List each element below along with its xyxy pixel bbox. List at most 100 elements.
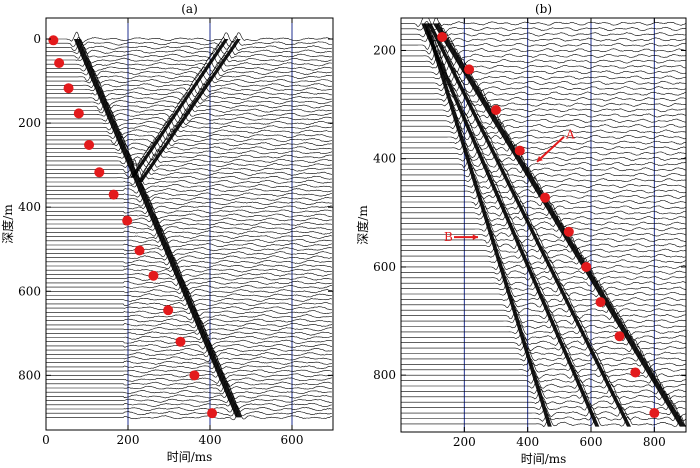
trace bbox=[401, 290, 686, 303]
annotation-arrowhead bbox=[537, 156, 543, 162]
plot-frame bbox=[400, 17, 687, 433]
y-axis-label: 深度/m bbox=[0, 204, 15, 244]
picked-point bbox=[54, 57, 65, 68]
panel-label: (b) bbox=[535, 2, 552, 16]
trace bbox=[401, 167, 686, 179]
trace bbox=[401, 101, 686, 115]
trace bbox=[46, 66, 333, 76]
wave-event-band bbox=[73, 39, 242, 418]
trace bbox=[46, 143, 333, 157]
trace bbox=[46, 383, 332, 395]
trace bbox=[46, 38, 332, 51]
trace bbox=[401, 35, 686, 50]
y-tick-label: 400 bbox=[373, 152, 396, 166]
x-tick-label: 200 bbox=[453, 435, 476, 449]
picked-points bbox=[437, 31, 660, 419]
picked-point bbox=[134, 245, 145, 256]
trace bbox=[46, 115, 332, 127]
trace bbox=[401, 378, 686, 389]
x-tick-label: 400 bbox=[199, 433, 222, 447]
trace bbox=[46, 309, 332, 321]
trace bbox=[401, 345, 686, 357]
trace bbox=[46, 266, 332, 278]
seismic-traces bbox=[401, 18, 686, 428]
y-tick-label: 400 bbox=[18, 200, 41, 214]
picked-point bbox=[84, 139, 95, 150]
trace bbox=[401, 122, 686, 137]
trace bbox=[46, 376, 333, 388]
trace bbox=[46, 128, 332, 140]
x-tick-label: 400 bbox=[516, 435, 539, 449]
picked-point bbox=[148, 270, 159, 281]
trace bbox=[401, 96, 686, 109]
trace bbox=[46, 255, 333, 266]
y-tick-label: 800 bbox=[18, 368, 41, 382]
trace bbox=[46, 60, 332, 73]
picked-point bbox=[563, 226, 574, 237]
trace bbox=[401, 144, 686, 159]
trace bbox=[401, 39, 686, 55]
wave-event-band bbox=[424, 23, 552, 427]
picked-point bbox=[48, 35, 59, 46]
panel-b-chart: (b) A B 200 400 600 800 200 400 600 800 时间/ms 深度/m bbox=[355, 2, 687, 466]
trace bbox=[46, 170, 332, 181]
trace bbox=[401, 163, 686, 174]
y-tick-label: 0 bbox=[33, 32, 41, 46]
trace bbox=[401, 257, 686, 270]
trace bbox=[46, 69, 332, 82]
trace bbox=[46, 95, 332, 107]
trace bbox=[46, 328, 332, 341]
x-tick-label: 600 bbox=[580, 435, 603, 449]
trace bbox=[46, 186, 332, 199]
x-tick-label: 600 bbox=[281, 433, 304, 447]
trace bbox=[46, 163, 333, 174]
trace bbox=[46, 246, 332, 257]
trace bbox=[46, 35, 332, 47]
trace bbox=[401, 24, 686, 39]
trace bbox=[46, 339, 333, 350]
trace bbox=[401, 357, 686, 369]
trace bbox=[401, 141, 686, 152]
trace bbox=[46, 202, 332, 215]
trace bbox=[46, 342, 332, 354]
trace bbox=[46, 358, 332, 370]
trace bbox=[401, 108, 686, 120]
trace bbox=[46, 159, 333, 179]
y-tick-label: 200 bbox=[18, 116, 41, 130]
trace bbox=[46, 317, 333, 329]
trace bbox=[401, 339, 686, 352]
trace bbox=[46, 131, 333, 144]
trace bbox=[401, 225, 686, 239]
trace bbox=[401, 231, 686, 244]
trace bbox=[401, 285, 686, 298]
trace bbox=[46, 43, 333, 55]
annotation-arrow bbox=[536, 135, 565, 163]
picked-point bbox=[189, 370, 200, 381]
trace bbox=[46, 140, 332, 152]
y-tick-label: 800 bbox=[373, 368, 396, 382]
trace bbox=[401, 302, 686, 315]
trace bbox=[401, 236, 686, 249]
wave-event-band bbox=[432, 23, 686, 427]
trace bbox=[46, 158, 332, 171]
trace bbox=[46, 206, 332, 219]
trace bbox=[46, 194, 332, 207]
trace bbox=[401, 383, 686, 396]
trace bbox=[46, 242, 332, 254]
trace bbox=[46, 290, 333, 303]
trace bbox=[46, 347, 332, 357]
trace bbox=[46, 153, 332, 165]
trace bbox=[46, 46, 332, 59]
trace bbox=[401, 389, 686, 400]
picked-point bbox=[514, 145, 525, 156]
trace bbox=[401, 134, 686, 147]
trace bbox=[401, 210, 686, 222]
picked-point bbox=[122, 215, 133, 226]
trace bbox=[46, 333, 332, 346]
picked-point bbox=[649, 408, 660, 419]
trace bbox=[46, 410, 332, 421]
picked-point bbox=[175, 336, 186, 347]
trace bbox=[46, 233, 332, 244]
trace bbox=[46, 404, 332, 417]
trace bbox=[46, 178, 332, 191]
